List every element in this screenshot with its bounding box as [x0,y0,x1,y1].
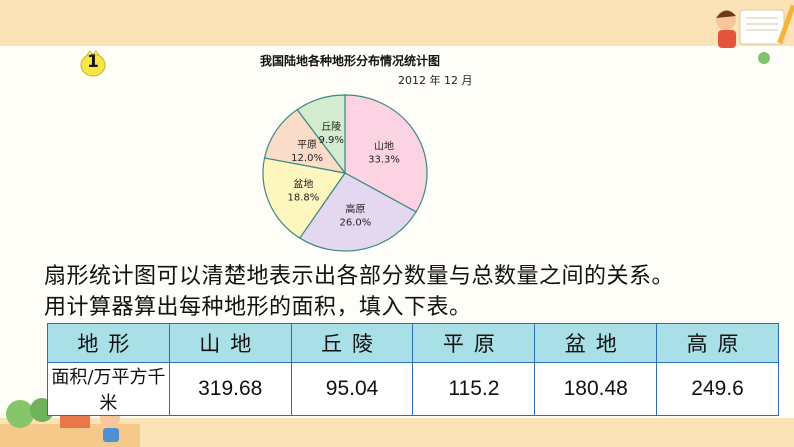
slice-percent-mountain: 33.3% [368,155,400,166]
slice-name-basin: 盆地 [293,178,313,191]
value-cell-hills: 95.04 [290,362,414,416]
slice-name-plateau: 高原 [345,203,365,216]
slice-name-plain: 平原 [297,139,317,151]
chart-date: 2012 年 12 月 [398,74,473,87]
header-cell-basin: 盆地 [534,323,658,363]
terrain-area-table: 地形 山地 丘陵 平原 盆地 高原 面积/万平方千米 319.68 95.04 … [47,323,779,416]
terrain-pie-chart: 山地 33.3% 高原 26.0% 盆地 18.8% 平原 12.0% 丘陵 9.9% [262,94,428,252]
instruction-text: 用计算器算出每种地形的面积，填入下表。 [44,295,472,320]
value-cell-mountain: 319.68 [168,362,292,416]
slice-percent-plain: 12.0% [291,153,323,164]
value-cell-plateau: 249.6 [656,362,779,416]
header-cell-plateau: 高原 [656,323,779,363]
table-value-row: 面积/万平方千米 319.68 95.04 115.2 180.48 249.6 [47,362,779,416]
slice-percent-hills: 9.9% [318,135,343,146]
slice-basin [262,157,347,239]
header-cell-plain: 平原 [412,323,536,363]
slice-name-hills: 丘陵 [321,121,341,133]
slice-mountain [344,94,428,213]
slice-percent-plateau: 26.0% [339,218,371,229]
slice-name-mountain: 山地 [374,140,394,153]
chart-title: 我国陆地各种地形分布情况统计图 [259,54,440,68]
header-cell-hills: 丘陵 [290,323,414,363]
slice-plateau [298,172,417,252]
top-banner [0,0,794,46]
slice-plain [263,108,347,174]
slice-percent-basin: 18.8% [287,193,319,204]
kid-reading-illustration [716,4,794,64]
example-number: 1 [87,52,99,72]
table-header-row: 地形 山地 丘陵 平原 盆地 高原 [47,323,779,363]
explanation-text: 扇形统计图可以清楚地表示出各部分数量与总数量之间的关系。 [44,264,675,289]
value-cell-plain: 115.2 [412,362,536,416]
value-cell-basin: 180.48 [534,362,658,416]
row-label-area: 面积/万平方千米 [47,362,170,416]
header-cell-mountain: 山地 [168,323,292,363]
example-number-badge [80,50,106,77]
slice-hills [296,94,346,175]
header-cell-terrain: 地形 [47,323,170,363]
